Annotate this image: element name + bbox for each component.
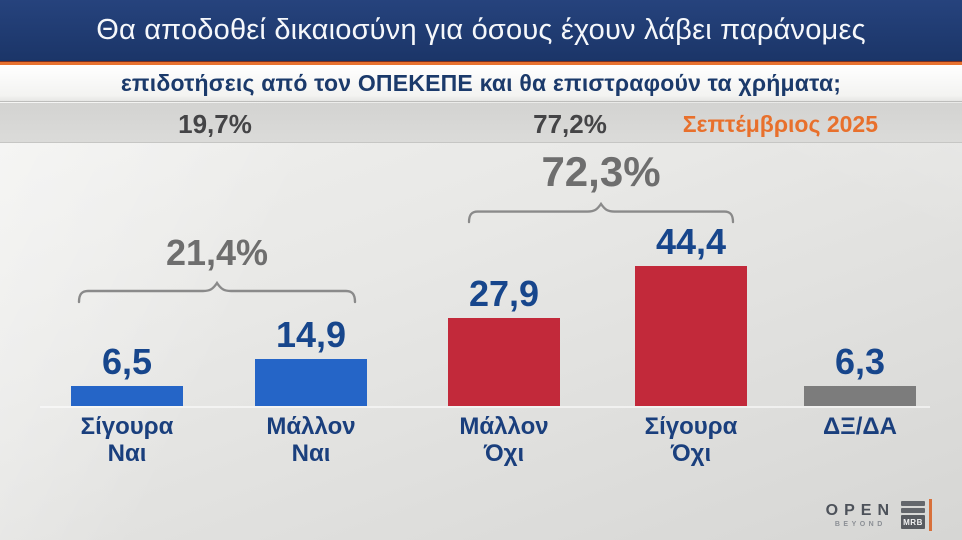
open-logo-text: OPEN — [825, 502, 895, 519]
bar-category-label: Σίγουρα Όχι — [644, 413, 738, 467]
no-total-percent: 77,2% — [533, 109, 607, 139]
bar-rect — [71, 386, 183, 406]
bar-rect — [635, 266, 747, 406]
orange-divider — [0, 61, 962, 65]
bar-rect — [255, 359, 367, 406]
no-group-total: 72,3% — [541, 148, 661, 195]
yes-group-total: 21,4% — [165, 232, 269, 273]
open-logo-tagline: BEYOND — [834, 521, 886, 528]
bar-dxda: 6,3 — [804, 344, 916, 406]
open-channel-logo: OPEN BEYOND — [825, 502, 895, 529]
bar-value-label: 27,9 — [468, 273, 540, 314]
chart-baseline — [40, 406, 930, 408]
yes-total-percent: 19,7% — [178, 109, 252, 139]
mrb-logo-text: MRB — [901, 515, 925, 529]
bar-rect — [804, 386, 916, 406]
bar-value-label: 6,3 — [834, 341, 886, 382]
yes-group-brace-icon — [77, 281, 357, 304]
totals-strip: 19,7% 77,2% Σεπτέμβριος 2025 — [0, 103, 962, 143]
orange-accent-tick — [929, 499, 932, 531]
mrb-agency-logo: MRB — [901, 501, 925, 529]
question-subtitle-strip: επιδοτήσεις από τον ΟΠΕΚΕΠΕ και θα επιστ… — [0, 65, 962, 102]
bar-value-label: 44,4 — [655, 221, 727, 262]
mrb-logo-bar — [901, 508, 925, 513]
bar-rect — [448, 318, 560, 406]
bar-category-label: ΔΞ/ΔΑ — [823, 413, 897, 440]
bar-category-label: Μάλλον Ναι — [266, 413, 356, 467]
survey-date-label: Σεπτέμβριος 2025 — [682, 111, 878, 137]
bar-mallon-ochi: 27,9 — [448, 276, 560, 406]
bar-sigoura-ochi: 44,4 — [635, 224, 747, 406]
bar-sigoura-nai: 6,5 — [71, 344, 183, 406]
bar-category-label: Σίγουρα Ναι — [80, 413, 174, 467]
bar-value-label: 6,5 — [101, 341, 153, 382]
bar-value-label: 14,9 — [275, 314, 347, 355]
question-line1: Θα αποδοθεί δικαιοσύνη για όσους έχουν λ… — [96, 14, 866, 46]
question-line2: επιδοτήσεις από τον ΟΠΕΚΕΠΕ και θα επιστ… — [120, 69, 842, 96]
bar-category-label: Μάλλον Όχι — [459, 413, 549, 467]
question-banner: Θα αποδοθεί δικαιοσύνη για όσους έχουν λ… — [0, 0, 962, 61]
no-group-brace-icon — [467, 202, 735, 224]
bar-mallon-nai: 14,9 — [255, 317, 367, 406]
mrb-logo-bar — [901, 501, 925, 506]
